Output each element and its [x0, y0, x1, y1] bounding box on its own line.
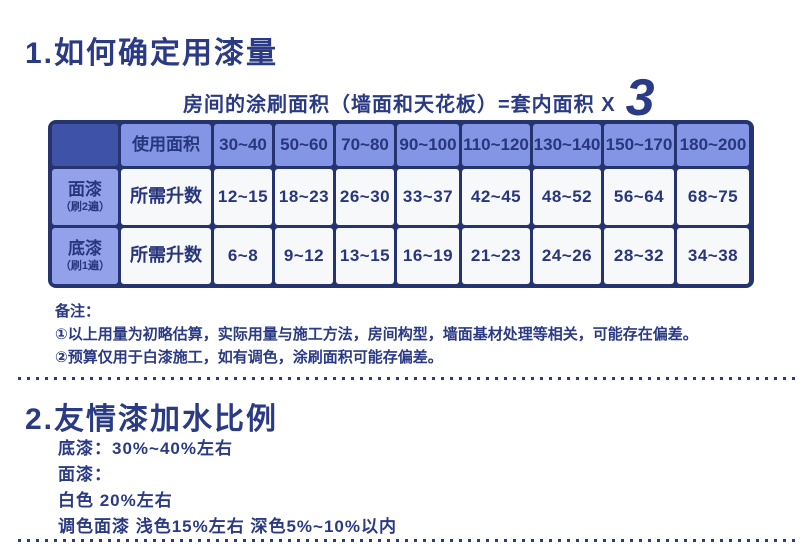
- notes-block: 备注： ①以上用量为初略估算，实际用量与施工方法，房间构型，墙面基材处理等相关，…: [55, 300, 785, 369]
- note-line-2: ②预算仅用于白漆施工，如有调色，涂刷面积可能存偏差。: [55, 349, 443, 366]
- formula-multiplier: 3: [625, 69, 656, 127]
- primer-value: 28~32: [604, 228, 674, 284]
- primer-value: 24~26: [533, 228, 601, 284]
- topcoat-value: 68~75: [677, 169, 749, 225]
- topcoat-value: 56~64: [604, 169, 674, 225]
- table-header-col: 110~120: [462, 124, 530, 166]
- row-label-topcoat-name: 面漆: [68, 180, 102, 200]
- ratio-line-white: 白色 20%左右: [58, 491, 173, 510]
- topcoat-value: 18~23: [275, 169, 333, 225]
- row-label-primer-sub: （刷1遍）: [59, 259, 111, 272]
- table-header-col: 70~80: [336, 124, 394, 166]
- formula-text: 房间的涂刷面积（墙面和天花板）=套内面积 X: [183, 93, 616, 116]
- topcoat-value: 33~37: [397, 169, 459, 225]
- section1-title: 1.如何确定用漆量: [25, 37, 279, 70]
- note-line-1: ①以上用量为初略估算，实际用量与施工方法，房间构型，墙面基材处理等相关，可能存在…: [55, 326, 698, 343]
- table-corner-cell: [52, 124, 118, 166]
- paint-usage-table: 使用面积 30~40 50~60 70~80 90~100 110~120 13…: [48, 120, 754, 288]
- row-label-topcoat-sub: （刷2遍）: [59, 200, 111, 213]
- dotted-divider-top: [18, 377, 798, 380]
- primer-value: 13~15: [336, 228, 394, 284]
- primer-value: 16~19: [397, 228, 459, 284]
- topcoat-value: 42~45: [462, 169, 530, 225]
- ratio-line-tinted: 调色面漆 浅色15%左右 深色5%~10%以内: [58, 517, 397, 536]
- table-header-col: 30~40: [214, 124, 272, 166]
- water-ratio-block: 底漆：30%~40%左右 面漆： 白色 20%左右 调色面漆 浅色15%左右 深…: [58, 436, 397, 540]
- coverage-formula: 房间的涂刷面积（墙面和天花板）=套内面积 X 3: [183, 72, 656, 128]
- section2-title: 2.友情漆加水比例: [25, 403, 279, 436]
- dotted-divider-bottom: [18, 539, 798, 542]
- notes-title: 备注：: [55, 303, 101, 320]
- topcoat-value: 26~30: [336, 169, 394, 225]
- primer-value: 21~23: [462, 228, 530, 284]
- table-header-col: 130~140: [533, 124, 601, 166]
- table-header-col: 150~170: [604, 124, 674, 166]
- primer-value: 6~8: [214, 228, 272, 284]
- ratio-line-topcoat: 面漆：: [58, 465, 112, 484]
- primer-value: 34~38: [677, 228, 749, 284]
- topcoat-value: 12~15: [214, 169, 272, 225]
- topcoat-value: 48~52: [533, 169, 601, 225]
- primer-value: 9~12: [275, 228, 333, 284]
- table-header-col: 50~60: [275, 124, 333, 166]
- row-label-topcoat: 面漆 （刷2遍）: [52, 169, 118, 225]
- row-label-primer: 底漆 （刷1遍）: [52, 228, 118, 284]
- liters-needed-label: 所需升数: [121, 228, 211, 284]
- ratio-line-primer: 底漆：30%~40%左右: [58, 439, 233, 458]
- liters-needed-label: 所需升数: [121, 169, 211, 225]
- table-header-col: 90~100: [397, 124, 459, 166]
- row-label-primer-name: 底漆: [68, 239, 102, 259]
- table-header-col: 180~200: [677, 124, 749, 166]
- table-header-area: 使用面积: [121, 124, 211, 166]
